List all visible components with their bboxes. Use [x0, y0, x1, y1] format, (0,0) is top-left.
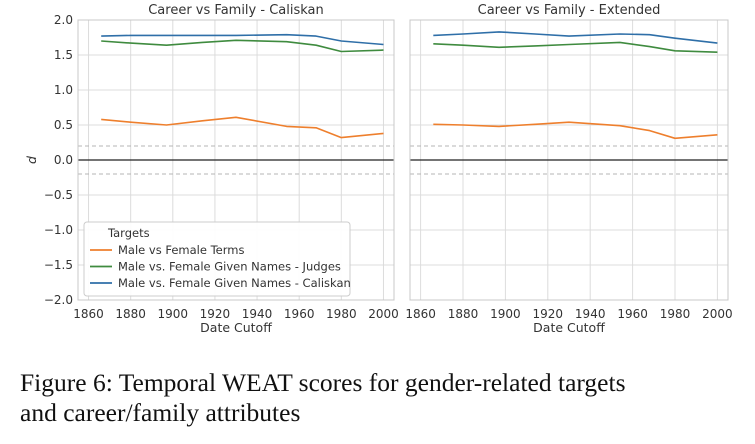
x-tick-label: 1960	[617, 307, 648, 321]
x-tick-label: 1980	[326, 307, 357, 321]
y-axis-label: d	[24, 156, 39, 164]
x-tick-label: 1980	[660, 307, 691, 321]
x-tick-label: 1900	[490, 307, 521, 321]
x-axis-label: Date Cutoff	[200, 320, 272, 335]
x-tick-label: 1860	[73, 307, 104, 321]
caption-line-1: Figure 6: Temporal WEAT scores for gende…	[20, 368, 626, 397]
series-line	[433, 41, 718, 53]
y-tick-label: 1.5	[54, 48, 73, 62]
caption-line-2: and career/family attributes	[20, 398, 301, 427]
x-tick-label: 1960	[284, 307, 315, 321]
x-tick-label: 2000	[702, 307, 733, 321]
x-tick-label: 1880	[448, 307, 479, 321]
series-line	[101, 116, 384, 139]
x-tick-label: 1920	[200, 307, 231, 321]
y-tick-label: 0.5	[54, 118, 73, 132]
y-tick-label: −1.0	[44, 223, 73, 237]
plot-frame	[409, 19, 729, 301]
figure-caption: Figure 6: Temporal WEAT scores for gende…	[20, 368, 750, 428]
legend-title: Targets	[107, 226, 150, 240]
panel-title: Career vs Family - Caliskan	[148, 3, 324, 18]
legend-entry-label: Male vs. Female Given Names - Judges	[118, 260, 341, 274]
x-axis-label: Date Cutoff	[533, 320, 605, 335]
series-line	[433, 121, 718, 140]
y-tick-label: 1.0	[54, 83, 73, 97]
panel-title: Career vs Family - Extended	[478, 3, 661, 18]
y-tick-label: −1.5	[44, 258, 73, 272]
plot-frame	[77, 19, 395, 301]
x-tick-label: 2000	[368, 307, 399, 321]
legend: Targets Male vs Female Terms Male vs. Fema…	[83, 221, 351, 297]
x-tick-label: 1900	[158, 307, 189, 321]
x-tick-label: 1940	[242, 307, 273, 321]
chart-panel-2: 1860 1880 1900 1920 1940 1960 1980 2000 Career v…	[405, 3, 732, 335]
legend-box	[83, 221, 351, 297]
y-tick-label: −0.5	[44, 188, 73, 202]
legend-entry-label: Male vs. Female Given Names - Caliskan	[118, 276, 351, 290]
y-tick-label: 0.0	[54, 153, 73, 167]
y-tick-label: −2.0	[44, 293, 73, 307]
series-line	[433, 31, 718, 44]
y-tick-label: 2.0	[54, 13, 73, 27]
x-tick-label: 1880	[115, 307, 146, 321]
x-tick-label: 1920	[533, 307, 564, 321]
x-tick-label: 1940	[575, 307, 606, 321]
legend-entry-label: Male vs Female Terms	[118, 243, 244, 257]
series-line	[101, 33, 384, 46]
series-line	[101, 39, 384, 53]
x-tick-label: 1860	[405, 307, 436, 321]
